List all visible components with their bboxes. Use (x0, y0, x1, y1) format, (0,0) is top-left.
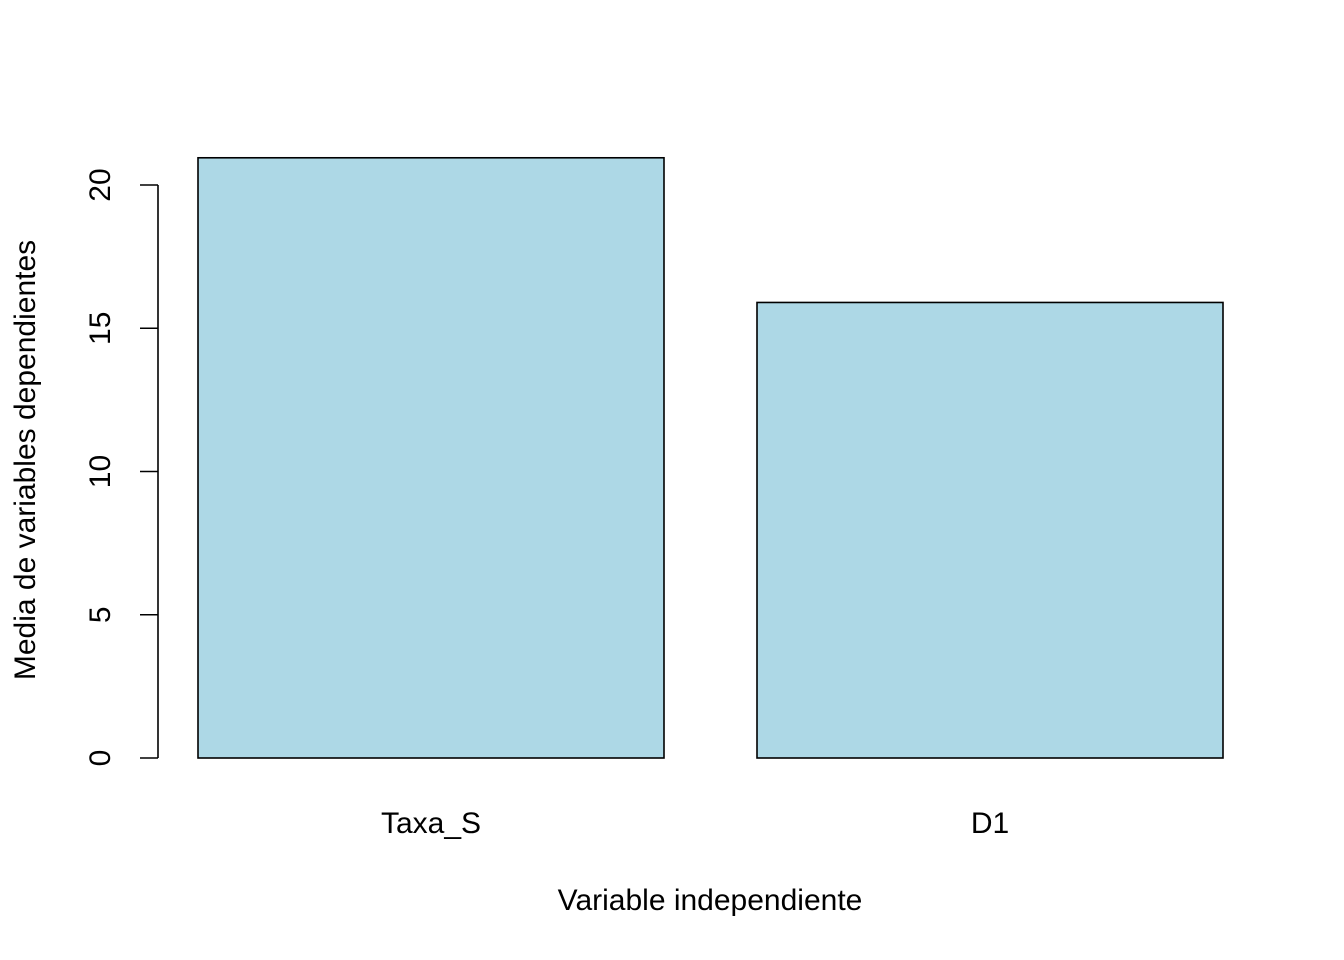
bars-layer (197, 156, 1224, 759)
y-tick-label-5: 5 (84, 606, 117, 623)
y-tick-label-0: 0 (84, 750, 117, 767)
x-category-label-taxa-s: Taxa_S (381, 807, 481, 840)
x-category-labels: Taxa_S D1 (381, 807, 1009, 840)
bar-taxa-s (197, 156, 665, 759)
bar-d1 (756, 301, 1224, 759)
y-axis: 0 5 10 15 20 (84, 168, 159, 767)
y-tick-label-15: 15 (84, 312, 117, 345)
y-axis-title: Media de variables dependientes (9, 240, 42, 680)
y-tick-label-10: 10 (84, 455, 117, 488)
x-category-label-d1: D1 (971, 807, 1009, 840)
y-tick-label-20: 20 (84, 168, 117, 201)
x-axis-title: Variable independiente (558, 884, 863, 917)
